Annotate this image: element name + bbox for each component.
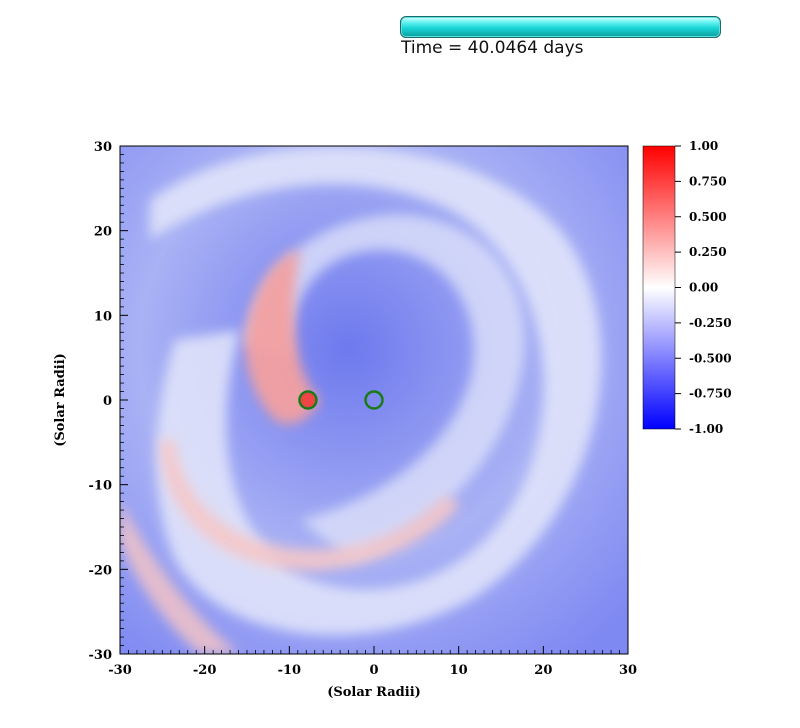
y-tick-label: -20: [89, 563, 113, 578]
y-tick-label: 10: [94, 309, 112, 324]
spiral-arm-outer: [150, 146, 602, 635]
colorbar-tick-label: -1.00: [689, 422, 723, 436]
plot-area: [120, 146, 628, 654]
colorbar-tick-label: 0.250: [689, 245, 727, 259]
x-axis-ticks: -30 -20 -10 0 10 20 30: [108, 646, 637, 678]
colorbar-ticks: 1.00 0.750 0.500 0.250 0.00 -0.250 -0.500 -0.75…: [675, 139, 732, 436]
y-axis-ticks: -30 -20 -10 0 10 20 30: [89, 140, 128, 663]
x-tick-label: 10: [450, 663, 468, 678]
colorbar-tick-label: -0.750: [689, 387, 732, 401]
time-label: Time = 40.0464 days: [401, 38, 584, 58]
x-tick-label: -10: [278, 663, 302, 678]
y-tick-label: -30: [89, 648, 113, 663]
colorbar-tick-label: 0.750: [689, 174, 727, 188]
star-1-core: [300, 392, 316, 408]
pink-stream-inner: [245, 250, 320, 424]
x-axis-title: (Solar Radii): [327, 685, 421, 700]
x-tick-label: 0: [369, 663, 378, 678]
colorbar-tick-label: 1.00: [689, 139, 718, 153]
star-1-marker: [298, 390, 318, 410]
x-tick-label: -20: [193, 663, 217, 678]
colorbar-tick-label: -0.250: [689, 316, 732, 330]
y-tick-label: -10: [89, 479, 113, 494]
pink-streak-corner: [120, 500, 240, 654]
colorbar-tick-label: 0.500: [689, 210, 727, 224]
x-tick-label: 30: [619, 663, 637, 678]
y-tick-label: 20: [94, 225, 112, 240]
x-tick-label: 20: [534, 663, 552, 678]
colorbar-tick-label: -0.500: [689, 351, 732, 365]
spiral-arm-inner: [245, 214, 526, 561]
y-axis-title: (Solar Radii): [53, 353, 68, 447]
colorbar: [642, 145, 676, 430]
x-tick-label: -30: [108, 663, 132, 678]
y-tick-label: 0: [103, 394, 112, 409]
pink-stream-outer: [160, 440, 460, 571]
star-2-marker: [364, 390, 384, 410]
y-tick-label: 30: [94, 140, 112, 155]
time-progress-bar: [400, 16, 721, 38]
colorbar-tick-label: 0.00: [689, 281, 718, 295]
